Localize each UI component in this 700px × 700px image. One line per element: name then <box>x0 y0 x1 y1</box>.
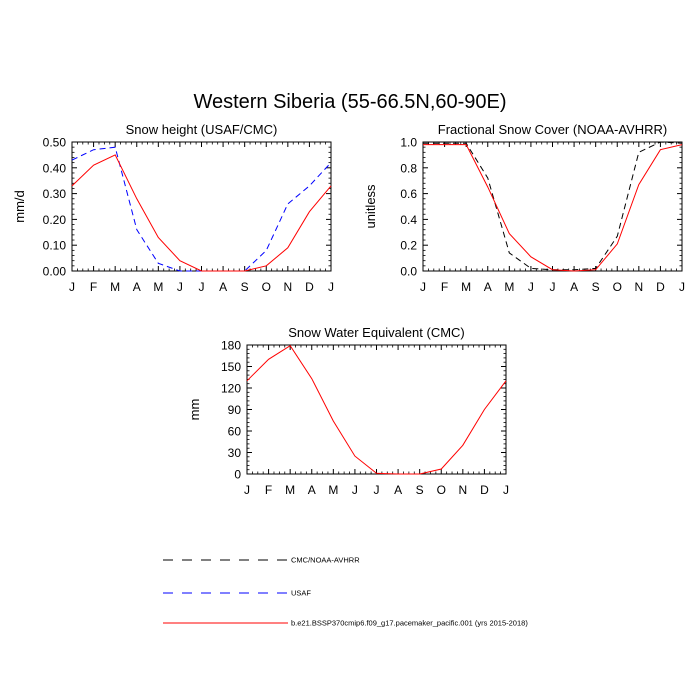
snow-cover-ylabel: unitless <box>363 184 378 229</box>
swe-ytick-label: 90 <box>228 403 242 417</box>
snow-cover-ytick-label: 0.2 <box>400 239 417 253</box>
snow-height-xtick-label: A <box>133 280 141 294</box>
panel-snow-cover: Fractional Snow Cover (NOAA-AVHRR) unitle… <box>363 122 685 294</box>
snow-height-title: Snow height (USAF/CMC) <box>126 122 278 137</box>
snow-height-xtick-label: M <box>110 280 120 294</box>
swe-xtick-label: J <box>244 483 250 497</box>
snow-cover-xtick-label: J <box>679 280 685 294</box>
snow-cover-ytick-label: 0.0 <box>400 265 417 279</box>
swe-ytick-label: 150 <box>221 360 241 374</box>
snow-cover-series-line-1 <box>423 144 683 272</box>
swe-xtick-label: J <box>503 483 509 497</box>
swe-xtick-label: A <box>394 483 402 497</box>
swe-xtick-label: M <box>285 483 295 497</box>
legend: CMC/NOAA-AVHRR USAF b.e21.BSSP370cmip6.f09… <box>163 556 528 628</box>
figure-title: Western Siberia (55-66.5N,60-90E) <box>193 91 506 113</box>
snow-height-ytick-label: 0.30 <box>43 187 67 201</box>
snow-cover-xtick-label: J <box>528 280 534 294</box>
snow-cover-xtick-label: M <box>504 280 514 294</box>
snow-height-ytick-label: 0.10 <box>43 239 67 253</box>
snow-height-ytick-label: 0.00 <box>43 265 67 279</box>
swe-ytick-label: 180 <box>221 339 241 353</box>
swe-xtick-label: S <box>416 483 424 497</box>
legend-label-1: USAF <box>291 589 311 598</box>
swe-ytick-label: 0 <box>234 468 241 482</box>
swe-ylabel: mm <box>187 399 202 421</box>
snow-cover-xtick-label: J <box>550 280 556 294</box>
snow-height-xtick-label: S <box>241 280 249 294</box>
panel-snow-height: Snow height (USAF/CMC)mm/dJ F M A M J J A S O N D J0… <box>12 122 334 294</box>
snow-cover-ytick-label: 1.0 <box>400 136 417 150</box>
snow-cover-title: Fractional Snow Cover (NOAA-AVHRR) <box>438 122 667 137</box>
snow-cover-xtick-label: F <box>441 280 448 294</box>
snow-height-ytick-label: 0.40 <box>43 161 67 175</box>
snow-cover-xtick-label: A <box>570 280 578 294</box>
snow-height-xtick-label: J <box>199 280 205 294</box>
snow-height-xtick-label: M <box>153 280 163 294</box>
snow-height-series-line-1 <box>71 146 332 272</box>
snow-height-ytick-label: 0.20 <box>43 213 67 227</box>
snow-cover-xtick-label: N <box>634 280 643 294</box>
snow-height-frame <box>71 141 332 272</box>
snow-cover-xtick-label: D <box>656 280 665 294</box>
swe-xtick-label: A <box>308 483 316 497</box>
swe-frame <box>246 344 507 475</box>
snow-height-ytick-label: 0.50 <box>43 136 67 150</box>
snow-cover-xtick-label: O <box>613 280 622 294</box>
snow-cover-ytick-label: 0.8 <box>400 161 417 175</box>
swe-xtick-label: J <box>374 483 380 497</box>
snow-cover-xtick-label: J <box>420 280 426 294</box>
snow-height-xtick-label: J <box>328 280 334 294</box>
swe-ytick-label: 60 <box>228 425 242 439</box>
snow-cover-ytick-label: 0.4 <box>400 213 417 227</box>
snow-height-xtick-label: F <box>90 280 97 294</box>
swe-xtick-label: D <box>480 483 489 497</box>
snow-height-xtick-label: O <box>262 280 271 294</box>
snow-height-xtick-label: J <box>69 280 75 294</box>
snow-cover-xtick-label: A <box>484 280 492 294</box>
snow-cover-ytick-label: 0.6 <box>400 187 417 201</box>
swe-series-line-1 <box>246 345 507 475</box>
swe-xtick-label: M <box>328 483 338 497</box>
swe-xtick-label: J <box>352 483 358 497</box>
swe-xtick-label: N <box>458 483 467 497</box>
snow-cover-xtick-label: M <box>461 280 471 294</box>
swe-ytick-label: 120 <box>221 382 241 396</box>
swe-xtick-label: F <box>265 483 272 497</box>
snow-cover-series-line-0 <box>423 141 683 271</box>
snow-cover-frame <box>422 141 683 272</box>
legend-label-0: CMC/NOAA-AVHRR <box>291 556 360 565</box>
snow-height-xtick-label: J <box>177 280 183 294</box>
swe-xtick-label: O <box>437 483 446 497</box>
snow-height-series-line-2 <box>71 154 332 272</box>
swe-ytick-label: 30 <box>228 446 242 460</box>
swe-title: Snow Water Equivalent (CMC) <box>288 325 465 340</box>
snow-cover-xtick-label: S <box>592 280 600 294</box>
snow-height-xtick-label: N <box>283 280 292 294</box>
snow-height-xtick-label: D <box>305 280 314 294</box>
snow-height-xtick-label: A <box>219 280 227 294</box>
snow-height-ylabel: mm/d <box>12 190 27 223</box>
panel-swe: Snow Water Equivalent (CMC)mmJ F M A M J J A S O N… <box>187 325 509 497</box>
legend-label-2: b.e21.BSSP370cmip6.f09_g17.pacemaker_pac… <box>291 619 528 628</box>
